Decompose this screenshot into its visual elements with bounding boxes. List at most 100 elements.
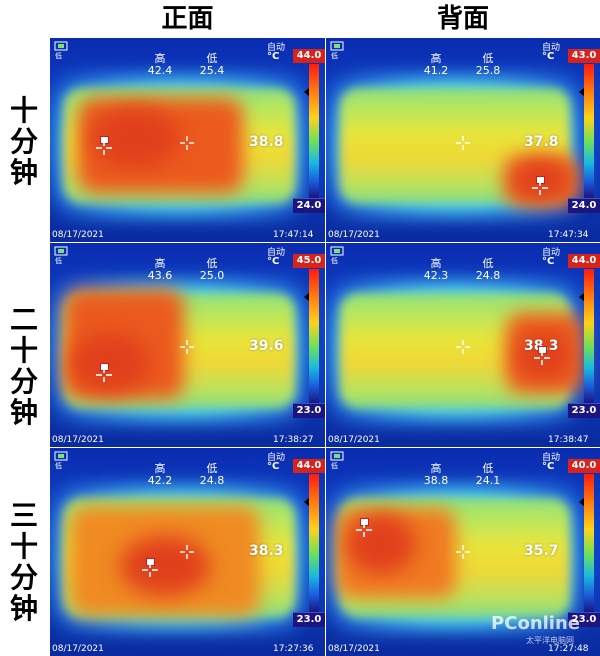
- low-value: 25.8: [475, 64, 501, 77]
- watermark-brand: PConline: [491, 613, 580, 634]
- unit-label: °C: [542, 461, 555, 472]
- camera-mode-label: 低: [331, 257, 338, 265]
- thermal-panel-front-1: 低 高 低 43.6 25.0 自动 °C 45.0 23.0 39.6 08/17/2021 17:…: [50, 243, 325, 447]
- unit-label: °C: [542, 51, 555, 62]
- low-label: 低: [482, 462, 494, 475]
- high-value: 38.8: [423, 474, 449, 487]
- low-value: 24.1: [475, 474, 501, 487]
- hotspot-marker-icon: [96, 136, 112, 156]
- scale-min: 23.0: [293, 403, 325, 418]
- camera-mode-icon: [330, 450, 344, 462]
- capture-date: 08/17/2021: [52, 435, 104, 445]
- low-label: 低: [206, 52, 218, 65]
- low-value: 25.4: [199, 64, 225, 77]
- thermal-panel-back-0: 低 高 低 41.2 25.8 自动 °C 43.0 24.0 37.8 08/17/2021 17:…: [326, 38, 600, 242]
- camera-mode-icon: [330, 40, 344, 52]
- capture-date: 08/17/2021: [52, 230, 104, 240]
- capture-time: 17:27:36: [273, 644, 314, 654]
- low-label: 低: [206, 462, 218, 475]
- color-scale: [584, 269, 594, 403]
- unit-label: °C: [542, 256, 555, 267]
- hot-core: [516, 333, 571, 378]
- scale-min: 24.0: [568, 198, 600, 213]
- color-scale: [309, 474, 319, 612]
- thermal-panel-back-2: 低 高 低 38.8 24.1 自动 °C 40.0 23.0 35.7 08/17/2021 17:…: [326, 448, 600, 656]
- scale-max: 45.0: [293, 254, 325, 268]
- high-value: 41.2: [423, 64, 449, 77]
- hotspot-marker-icon: [96, 363, 112, 383]
- auto-label: 自动: [267, 43, 286, 53]
- unit-label: °C: [267, 51, 280, 62]
- low-value: 24.8: [475, 269, 501, 282]
- thermal-panel-front-2: 低 高 低 42.2 24.8 自动 °C 44.0 23.0 38.3 08/17/2021 17:…: [50, 448, 325, 656]
- camera-mode-label: 低: [331, 462, 338, 470]
- camera-mode-icon: [54, 450, 68, 462]
- hotspot-marker-icon: [356, 518, 372, 538]
- low-value: 25.0: [199, 269, 225, 282]
- auto-label: 自动: [267, 453, 286, 463]
- camera-mode-icon: [54, 40, 68, 52]
- camera-mode-label: 低: [331, 52, 338, 60]
- camera-mode-label: 低: [55, 257, 62, 265]
- column-header-front: 正面: [161, 4, 214, 34]
- center-temperature: 35.7: [524, 543, 559, 559]
- auto-label: 自动: [542, 453, 561, 463]
- center-temperature: 39.6: [249, 338, 284, 354]
- low-label: 低: [206, 257, 218, 270]
- center-crosshair-icon: [180, 136, 194, 150]
- capture-time: 17:27:48: [548, 644, 589, 654]
- color-scale: [309, 64, 319, 198]
- column-header-back: 背面: [436, 4, 489, 34]
- hot-core: [120, 536, 210, 596]
- low-value: 24.8: [199, 474, 225, 487]
- high-value: 42.4: [147, 64, 173, 77]
- scale-min: 23.0: [293, 612, 325, 627]
- scale-max: 44.0: [568, 254, 600, 268]
- high-label: 高: [430, 462, 442, 475]
- scale-marker: [304, 498, 309, 506]
- scale-max: 44.0: [293, 49, 325, 63]
- color-scale: [584, 64, 594, 198]
- high-value: 43.6: [147, 269, 173, 282]
- high-value: 42.3: [423, 269, 449, 282]
- hot-core: [346, 514, 416, 574]
- center-crosshair-icon: [456, 340, 470, 354]
- center-temperature: 38.3: [249, 543, 284, 559]
- thermal-panel-front-0: 低 高 低 42.4 25.4 自动 °C 44.0 24.0 38.8 08/17/2021 17:…: [50, 38, 325, 242]
- center-temperature: 38.8: [249, 134, 284, 150]
- scale-marker: [304, 88, 309, 96]
- capture-date: 08/17/2021: [52, 644, 104, 654]
- camera-mode-label: 低: [55, 52, 62, 60]
- unit-label: °C: [267, 256, 280, 267]
- scale-max: 40.0: [568, 459, 600, 473]
- capture-time: 17:38:27: [273, 435, 314, 445]
- capture-time: 17:47:34: [548, 230, 589, 240]
- color-scale: [309, 269, 319, 403]
- low-label: 低: [482, 257, 494, 270]
- scale-min: 24.0: [293, 198, 325, 213]
- camera-mode-label: 低: [55, 462, 62, 470]
- scale-marker: [579, 498, 584, 506]
- row-label-20min: 二十分钟: [9, 303, 38, 429]
- capture-time: 17:47:14: [273, 230, 314, 240]
- center-temperature: 37.8: [524, 134, 559, 150]
- center-crosshair-icon: [180, 545, 194, 559]
- hotspot-marker-icon: [534, 346, 550, 366]
- camera-mode-icon: [54, 245, 68, 257]
- high-label: 高: [154, 52, 166, 65]
- high-label: 高: [430, 257, 442, 270]
- scale-marker: [304, 293, 309, 301]
- capture-date: 08/17/2021: [328, 644, 380, 654]
- hotspot-marker-icon: [532, 176, 548, 196]
- low-label: 低: [482, 52, 494, 65]
- watermark-sub: 太平洋电脑网: [526, 636, 574, 645]
- hot-core: [70, 333, 150, 393]
- scale-max: 43.0: [568, 49, 600, 63]
- center-crosshair-icon: [456, 136, 470, 150]
- unit-label: °C: [267, 461, 280, 472]
- scale-marker: [579, 293, 584, 301]
- capture-date: 08/17/2021: [328, 435, 380, 445]
- scale-marker: [579, 88, 584, 96]
- thermal-panel-back-1: 低高低42.324.8自动°C44.023.038.308/17/202117:…: [326, 243, 600, 447]
- color-scale: [584, 474, 594, 612]
